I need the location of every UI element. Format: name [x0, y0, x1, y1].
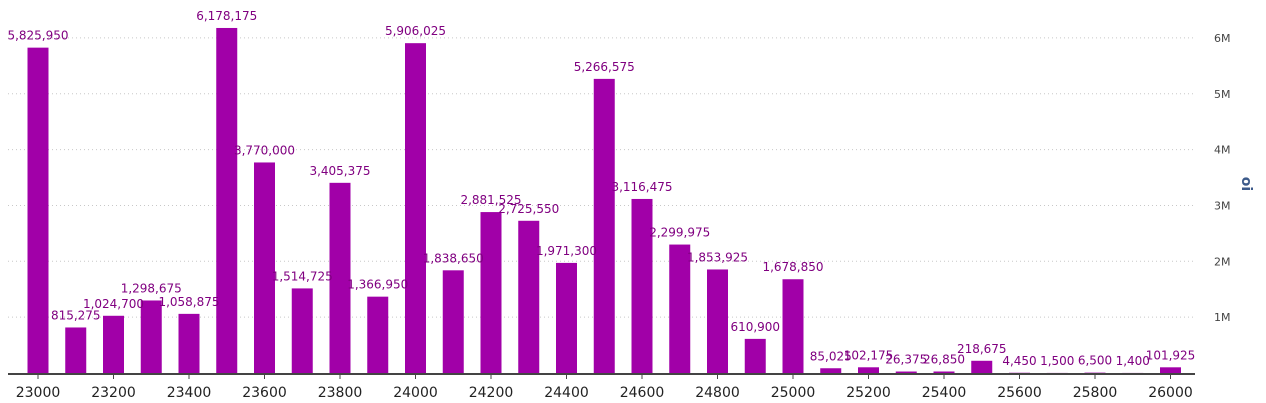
x-tick-label: 26000: [1148, 385, 1193, 401]
x-tick-label: 23000: [16, 385, 61, 401]
bar: [27, 47, 49, 374]
data-label: 1,678,850: [762, 260, 823, 274]
data-label: 218,675: [957, 342, 1007, 356]
data-label: 5,825,950: [7, 29, 68, 43]
bar: [631, 198, 653, 373]
y-tick-label: 4M: [1214, 144, 1231, 157]
y-tick-label: 3M: [1214, 199, 1231, 212]
x-tick-label: 25800: [1073, 385, 1118, 401]
data-label: 5,906,025: [385, 24, 446, 38]
data-label: 26,375: [885, 353, 927, 367]
data-label: 101,925: [1146, 348, 1196, 362]
x-tick-label: 25000: [771, 385, 816, 401]
y-tick-label: 5M: [1214, 88, 1231, 101]
overlay-panel-right: [843, 0, 1013, 27]
bar: [178, 313, 200, 373]
data-label: 1,058,875: [158, 295, 219, 309]
bar: [140, 300, 162, 373]
x-tick-label: 24000: [393, 385, 438, 401]
bar: [518, 220, 540, 373]
bar: [1160, 367, 1181, 373]
data-label: 3,116,475: [611, 180, 672, 194]
bar: [405, 43, 426, 374]
x-axis: 23000 23200 23400 23600 23800 24000 24200 24400…: [8, 373, 1195, 401]
data-label: 1,500: [1040, 354, 1074, 368]
data-label: 6,500: [1078, 354, 1112, 368]
bar: [971, 360, 993, 373]
y-axis-label: oi: [1238, 177, 1254, 191]
data-label: 1,298,675: [121, 281, 182, 295]
data-label: 102,175: [844, 348, 894, 362]
x-tick-label: 24200: [469, 385, 514, 401]
x-tick-label: 25200: [846, 385, 891, 401]
x-tick-label: 24800: [695, 385, 740, 401]
data-label: 6,178,175: [196, 9, 257, 23]
data-label: 5,266,575: [574, 60, 635, 74]
bar: [480, 212, 502, 373]
data-label: 610,900: [730, 320, 780, 334]
data-label: 1,024,700: [83, 297, 144, 311]
y-tick-label: 1M: [1214, 311, 1231, 324]
data-label: 2,299,975: [649, 226, 710, 240]
x-tick-label: 24400: [544, 385, 589, 401]
data-label: 2,725,550: [498, 202, 559, 216]
data-label: 26,850: [923, 353, 965, 367]
data-label: 3,405,375: [309, 164, 370, 178]
data-label: 1,853,925: [687, 250, 748, 264]
overlay-panel-left: [537, 0, 729, 17]
data-label: 2,881,525: [460, 193, 521, 207]
data-label: 1,971,300: [536, 244, 597, 258]
data-label: 1,514,725: [272, 269, 333, 283]
bar: [707, 269, 728, 373]
data-label: 1,838,650: [423, 251, 484, 265]
data-label: 815,275: [51, 308, 101, 322]
bar: [933, 371, 955, 373]
bar: [367, 296, 389, 373]
bars: [27, 27, 1181, 374]
data-label: 85,025: [810, 349, 852, 363]
y-tick-label: 6M: [1214, 32, 1231, 45]
x-tick-label: 24600: [620, 385, 665, 401]
bar: [593, 78, 615, 373]
bar: [669, 244, 691, 373]
bar: [858, 367, 879, 373]
data-label: 4,450: [1002, 354, 1036, 368]
x-tick-label: 23600: [242, 385, 287, 401]
bar: [216, 27, 238, 374]
bar: [744, 338, 766, 373]
bar: [291, 288, 313, 373]
x-tick-label: 25400: [922, 385, 967, 401]
bar: [556, 262, 577, 373]
bar: [442, 270, 464, 373]
bar: [895, 371, 917, 373]
data-label: 1,366,950: [347, 278, 408, 292]
data-label: 3,770,000: [234, 143, 295, 157]
bar: [782, 279, 804, 373]
x-tick-label: 23800: [318, 385, 363, 401]
x-tick-label: 23200: [91, 385, 136, 401]
x-tick-label: 25600: [997, 385, 1042, 401]
bar: [254, 162, 275, 373]
y-axis: 1M 2M 3M 4M 5M 6M: [1214, 32, 1231, 324]
bar: [820, 368, 842, 373]
y-tick-label: 2M: [1214, 255, 1231, 268]
bar: [103, 315, 124, 373]
bar: [329, 182, 351, 373]
bar: [65, 327, 87, 373]
data-label: 1,400: [1116, 354, 1150, 368]
x-tick-label: 23400: [167, 385, 212, 401]
